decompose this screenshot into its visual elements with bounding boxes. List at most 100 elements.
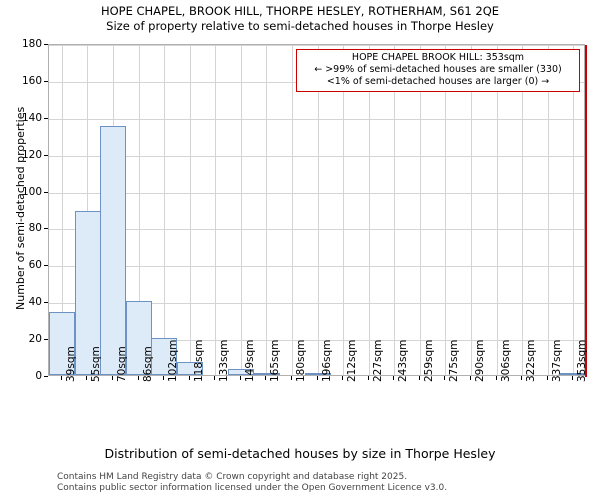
bar — [49, 312, 75, 375]
x-tick-mark — [496, 376, 497, 380]
annotation-box: HOPE CHAPEL BROOK HILL: 353sqm ← >99% of… — [296, 49, 580, 92]
x-tick-mark — [393, 376, 394, 380]
x-tick-label: 196sqm — [321, 339, 333, 382]
gridline-vertical — [548, 45, 549, 375]
y-tick-label: 100 — [21, 185, 42, 198]
gridline-vertical — [318, 45, 319, 375]
gridline-horizontal — [49, 155, 584, 157]
x-tick-mark — [419, 376, 420, 380]
y-tick-label: 140 — [21, 111, 42, 124]
x-tick-mark — [291, 376, 292, 380]
gridline-vertical — [87, 45, 88, 375]
y-tick-label: 180 — [21, 38, 42, 50]
y-tick-mark — [44, 80, 48, 82]
bar — [305, 373, 331, 375]
x-tick-label: 290sqm — [474, 339, 486, 382]
chart-subtitle: Size of property relative to semi-detach… — [106, 19, 494, 33]
x-tick-label: 227sqm — [372, 339, 384, 382]
x-tick-mark — [317, 376, 318, 380]
gridline-horizontal — [49, 45, 584, 46]
x-tick-label: 55sqm — [90, 346, 102, 382]
annotation-line-3: <1% of semi-detached houses are larger (… — [326, 76, 550, 87]
gridline-horizontal — [49, 118, 584, 120]
x-tick-mark — [521, 376, 522, 380]
x-tick-label: 275sqm — [448, 339, 460, 382]
x-tick-mark — [138, 376, 139, 380]
x-tick-mark — [61, 376, 62, 380]
x-tick-label: 118sqm — [193, 339, 205, 382]
annotation-line-2: ← >99% of semi-detached houses are small… — [314, 64, 562, 75]
gridline-horizontal — [49, 266, 584, 268]
gridline-horizontal — [49, 340, 584, 342]
gridline-vertical — [266, 45, 267, 375]
gridline-horizontal — [49, 229, 584, 231]
x-tick-mark — [572, 376, 573, 380]
gridline-vertical — [471, 45, 472, 375]
x-tick-label: 337sqm — [551, 339, 563, 382]
x-tick-mark — [342, 376, 343, 380]
x-axis-label: Distribution of semi-detached houses by … — [104, 446, 496, 461]
property-marker-line — [585, 45, 587, 377]
gridline-vertical — [62, 45, 63, 375]
y-tick-mark — [44, 154, 48, 156]
y-tick-mark — [44, 376, 48, 377]
bar — [228, 369, 254, 375]
gridline-vertical — [139, 45, 140, 375]
y-tick-label: 40 — [28, 296, 42, 309]
y-tick-label: 0 — [35, 370, 42, 382]
chart-title: HOPE CHAPEL, BROOK HILL, THORPE HESLEY, … — [100, 4, 500, 18]
y-tick-label: 160 — [21, 74, 42, 87]
x-tick-label: 39sqm — [65, 346, 77, 382]
x-tick-label: 259sqm — [423, 339, 435, 382]
gridline-vertical — [394, 45, 395, 375]
x-tick-label: 165sqm — [269, 339, 281, 382]
bar — [100, 126, 126, 375]
gridline-vertical — [164, 45, 165, 375]
y-tick-label: 60 — [28, 259, 42, 272]
y-tick-mark — [44, 265, 48, 267]
gridline-vertical — [190, 45, 191, 375]
x-tick-label: 102sqm — [167, 339, 179, 382]
y-axis-label: Number of semi-detached properties — [14, 106, 27, 310]
y-tick-mark — [44, 117, 48, 119]
plot-area — [48, 44, 587, 377]
y-tick-mark — [44, 191, 48, 193]
x-tick-label: 149sqm — [244, 339, 256, 382]
x-tick-label: 322sqm — [525, 339, 537, 382]
x-tick-mark — [86, 376, 87, 380]
gridline-vertical — [369, 45, 370, 375]
x-tick-mark — [547, 376, 548, 380]
x-tick-label: 70sqm — [116, 346, 128, 382]
gridline-vertical — [215, 45, 216, 375]
gridline-vertical — [497, 45, 498, 375]
gridline-vertical — [420, 45, 421, 375]
gridline-vertical — [445, 45, 446, 375]
y-tick-label: 120 — [21, 148, 42, 161]
gridline-horizontal — [49, 192, 584, 194]
x-tick-mark — [368, 376, 369, 380]
x-tick-mark — [470, 376, 471, 380]
gridline-horizontal — [49, 303, 584, 305]
gridline-vertical — [573, 45, 574, 375]
y-tick-mark — [44, 302, 48, 304]
y-tick-mark — [44, 339, 48, 341]
y-tick-label: 20 — [28, 333, 42, 346]
footer-line-2: Contains public sector information licen… — [57, 482, 448, 493]
footer-line-1: Contains HM Land Registry data © Crown c… — [57, 472, 408, 482]
x-tick-label: 180sqm — [295, 339, 307, 382]
footer: Contains HM Land Registry data © Crown c… — [57, 472, 597, 493]
gridline-vertical — [522, 45, 523, 375]
x-tick-label: 243sqm — [397, 339, 409, 382]
x-tick-mark — [112, 376, 113, 380]
x-tick-label: 133sqm — [218, 339, 230, 382]
x-tick-label: 86sqm — [142, 346, 154, 382]
x-tick-label: 353sqm — [576, 339, 588, 382]
bar — [254, 373, 280, 375]
bar — [151, 338, 177, 375]
x-tick-mark — [444, 376, 445, 380]
x-tick-mark — [240, 376, 241, 380]
bar — [177, 362, 203, 375]
x-tick-mark — [163, 376, 164, 380]
gridline-vertical — [241, 45, 242, 375]
